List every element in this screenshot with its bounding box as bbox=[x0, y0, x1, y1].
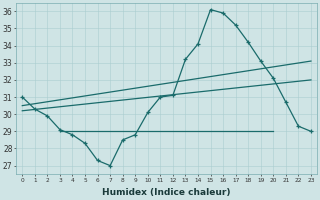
X-axis label: Humidex (Indice chaleur): Humidex (Indice chaleur) bbox=[102, 188, 231, 197]
